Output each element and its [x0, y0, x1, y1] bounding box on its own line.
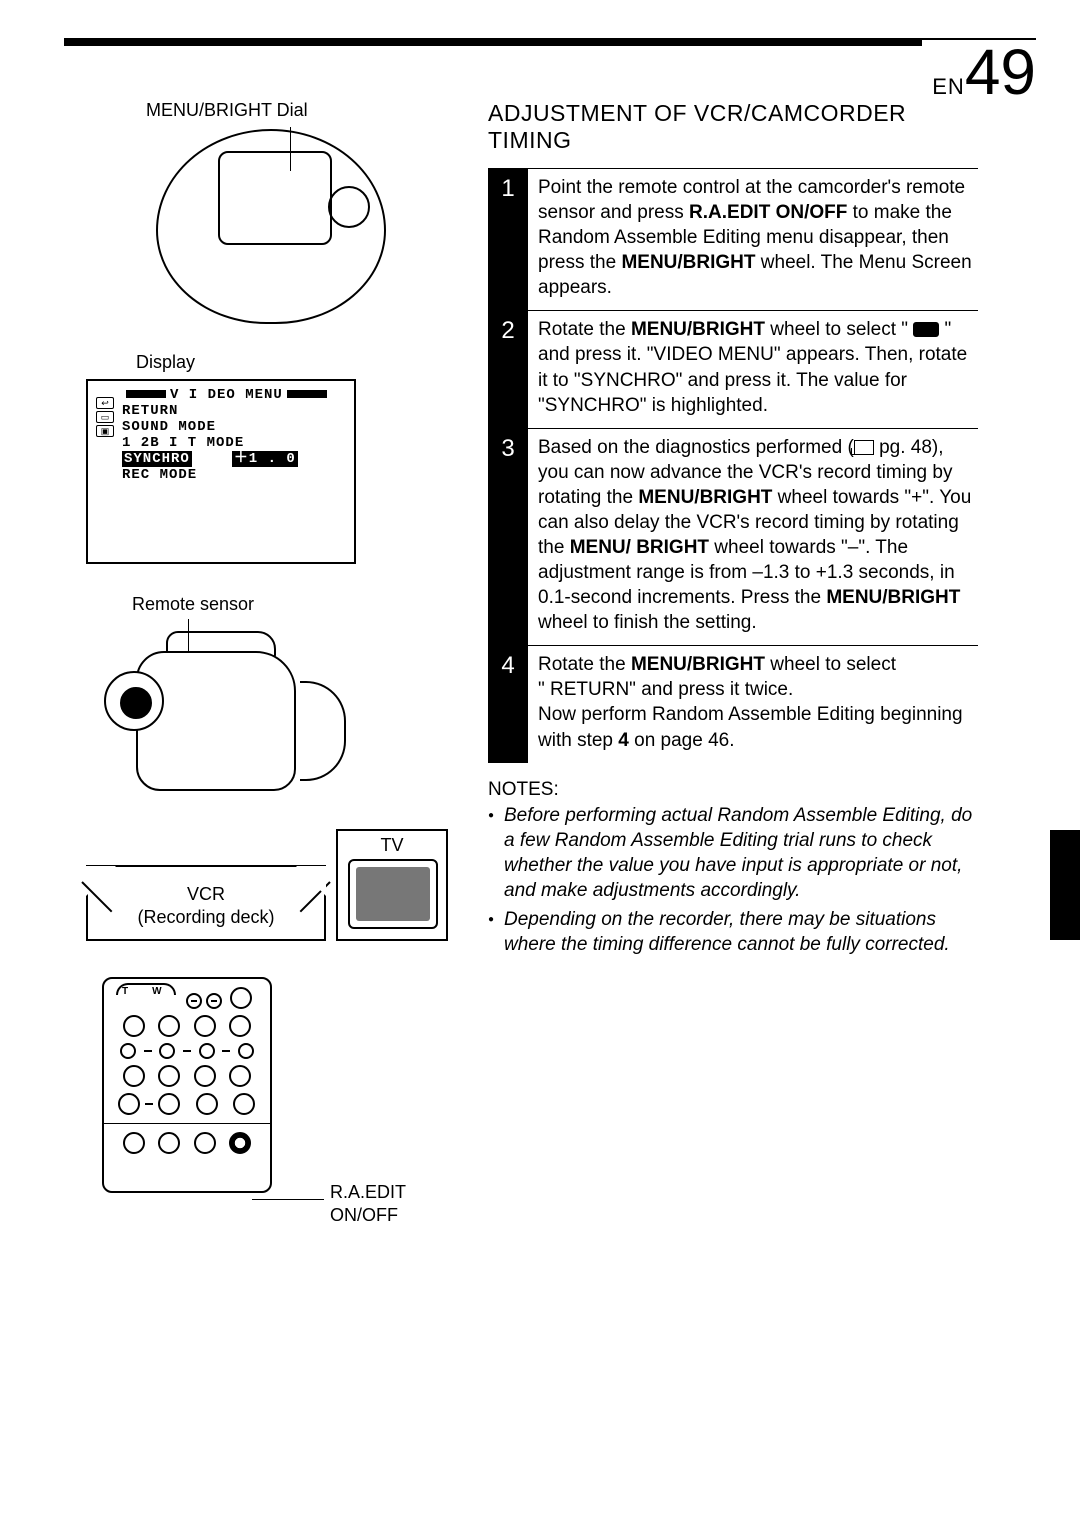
dial-pointer: [290, 127, 291, 171]
video-menu: V I DEO MENU RETURN SOUND MODE 1 2B I T …: [122, 387, 330, 484]
step-number: 2: [488, 311, 528, 427]
display-frame: ↩ ▭ ▣ V I DEO MENU RETURN SOUND MODE 1 2…: [86, 379, 356, 564]
steps: 1 Point the remote control at the camcor…: [488, 168, 978, 763]
vcr-deck: VCR (Recording deck): [86, 865, 326, 941]
right-column: ADJUSTMENT OF VCR/CAMCORDER TIMING 1 Poi…: [488, 100, 978, 961]
vcr-tv-row: VCR (Recording deck) TV: [86, 829, 456, 941]
side-tab: [1050, 830, 1080, 940]
step-number: 3: [488, 429, 528, 646]
dial-label: MENU/BRIGHT Dial: [146, 100, 456, 121]
display-label: Display: [136, 352, 456, 373]
camcorder-illustration: [96, 621, 336, 821]
menu-item: RETURN: [122, 403, 330, 419]
tv-label: TV: [338, 835, 446, 856]
return-icon: ↩: [96, 397, 114, 409]
step-text: Rotate the MENU/BRIGHT wheel to select "…: [528, 646, 978, 762]
vcr-sub: (Recording deck): [88, 906, 324, 929]
notes-header: NOTES:: [488, 779, 978, 801]
sensor-pointer: [188, 619, 189, 653]
cam-icon: ▣: [96, 425, 114, 437]
step-2: 2 Rotate the MENU/BRIGHT wheel to select…: [488, 311, 978, 428]
remote-pointer-line: [252, 1199, 324, 1200]
page-prefix: EN: [932, 74, 965, 100]
menu-value: ＋1 . 0: [232, 451, 298, 467]
menu-item: SOUND MODE: [122, 419, 330, 435]
page-number: EN 49: [922, 40, 1036, 104]
menu-item: 1 2B I T MODE: [122, 435, 330, 451]
menu-item-highlighted: SYNCHRO: [122, 451, 192, 467]
top-rule: [64, 38, 1036, 46]
section-title: ADJUSTMENT OF VCR/CAMCORDER TIMING: [488, 100, 978, 154]
tape-icon: [913, 322, 939, 337]
step-text: Point the remote control at the camcorde…: [528, 169, 978, 310]
left-column: MENU/BRIGHT Dial Display ↩ ▭ ▣ V I DEO M…: [86, 100, 456, 1193]
menu-title: V I DEO MENU: [122, 387, 330, 403]
remote-sensor-label: Remote sensor: [132, 594, 456, 615]
camcorder-top-illustration: [156, 129, 386, 324]
ra-edit-label: R.A.EDIT ON/OFF: [330, 1181, 406, 1226]
step-number: 4: [488, 646, 528, 762]
zoom-w: W: [152, 986, 161, 997]
menu-item: REC MODE: [122, 467, 330, 483]
note-item: Before performing actual Random Assemble…: [488, 803, 978, 903]
notes-list: Before performing actual Random Assemble…: [488, 803, 978, 957]
zoom-t: T: [122, 986, 128, 997]
step-3: 3 Based on the diagnostics performed ( p…: [488, 429, 978, 647]
step-number: 1: [488, 169, 528, 310]
step-text: Based on the diagnostics performed ( pg.…: [528, 429, 978, 646]
vcr-label: VCR: [88, 883, 324, 906]
note-item: Depending on the recorder, there may be …: [488, 907, 978, 957]
page-ref-icon: [854, 440, 874, 455]
step-1: 1 Point the remote control at the camcor…: [488, 169, 978, 311]
page-no: 49: [965, 40, 1036, 104]
display-icons: ↩ ▭ ▣: [92, 397, 118, 437]
remote-control-illustration: T W: [102, 977, 272, 1193]
step-text: Rotate the MENU/BRIGHT wheel to select "…: [528, 311, 978, 427]
step-4: 4 Rotate the MENU/BRIGHT wheel to select…: [488, 646, 978, 762]
tv-box: TV: [336, 829, 448, 941]
tape-icon: ▭: [96, 411, 114, 423]
